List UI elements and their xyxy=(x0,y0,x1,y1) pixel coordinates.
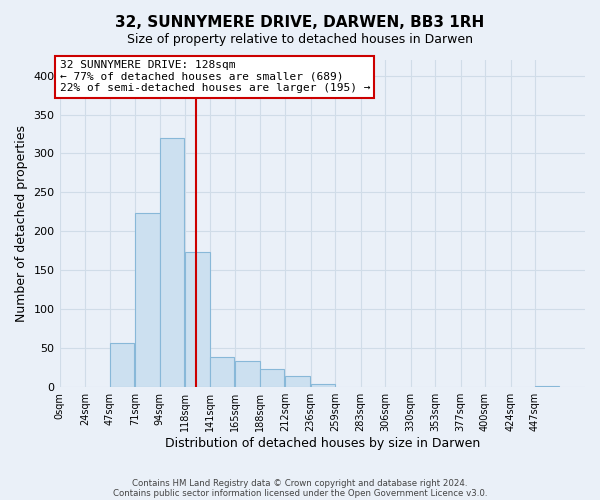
Text: 32, SUNNYMERE DRIVE, DARWEN, BB3 1RH: 32, SUNNYMERE DRIVE, DARWEN, BB3 1RH xyxy=(115,15,485,30)
Bar xyxy=(209,357,234,387)
Bar xyxy=(260,370,284,387)
X-axis label: Distribution of detached houses by size in Darwen: Distribution of detached houses by size … xyxy=(164,437,480,450)
Bar xyxy=(535,386,559,387)
Bar xyxy=(311,384,335,387)
Bar xyxy=(285,376,310,387)
Bar xyxy=(135,212,160,387)
Bar xyxy=(185,252,209,387)
Text: Contains public sector information licensed under the Open Government Licence v3: Contains public sector information licen… xyxy=(113,488,487,498)
Text: 32 SUNNYMERE DRIVE: 128sqm
← 77% of detached houses are smaller (689)
22% of sem: 32 SUNNYMERE DRIVE: 128sqm ← 77% of deta… xyxy=(59,60,370,93)
Bar xyxy=(110,343,134,387)
Bar xyxy=(235,360,260,387)
Text: Size of property relative to detached houses in Darwen: Size of property relative to detached ho… xyxy=(127,32,473,46)
Y-axis label: Number of detached properties: Number of detached properties xyxy=(15,125,28,322)
Text: Contains HM Land Registry data © Crown copyright and database right 2024.: Contains HM Land Registry data © Crown c… xyxy=(132,478,468,488)
Bar xyxy=(160,138,184,387)
